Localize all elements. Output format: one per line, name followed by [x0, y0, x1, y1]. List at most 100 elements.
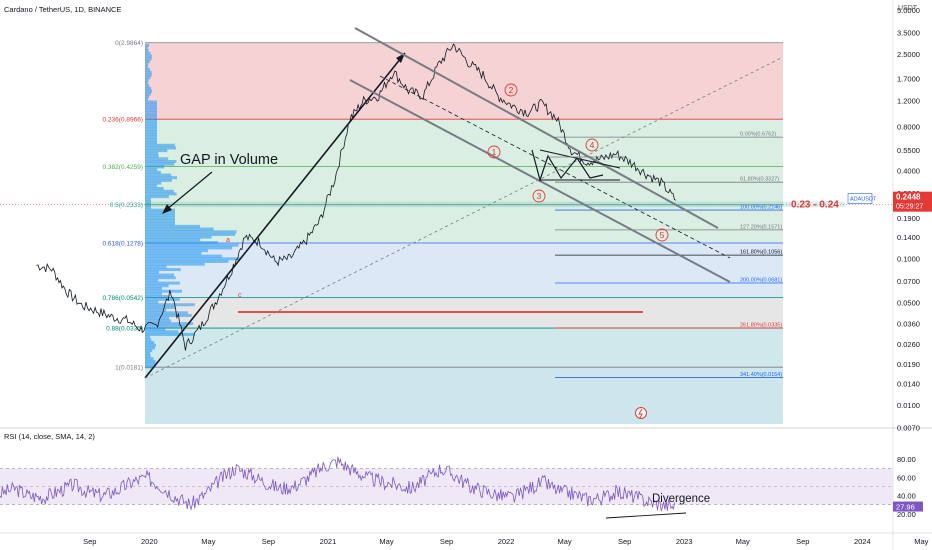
time-tick-label: Sep: [796, 537, 809, 546]
volume-profile-bar: [145, 349, 153, 353]
volume-profile-bar: [145, 127, 157, 131]
time-tick-label: Sep: [262, 537, 275, 546]
divergence-line: [605, 512, 687, 519]
volume-profile-bar: [145, 187, 164, 191]
wave-circle: [504, 83, 518, 97]
time-tick-label: May: [201, 537, 215, 546]
fib-level-label: 0(2.9864): [115, 40, 143, 47]
volume-profile-bar: [145, 62, 149, 66]
volume-profile-bar: [145, 49, 149, 53]
price-tag-value: 0.2448: [896, 193, 921, 202]
fib-extension-label: 200.00%(0.0681): [740, 277, 782, 283]
volume-profile-bar: [145, 232, 236, 236]
volume-profile-bar: [145, 170, 161, 174]
volume-profile-bar: [145, 195, 169, 199]
volume-profile-bar: [145, 89, 152, 93]
volume-profile-bar: [145, 262, 205, 266]
uptrend-arrowhead: [396, 53, 405, 63]
volume-profile-bar: [145, 346, 155, 350]
price-tick-label: 0.0100: [897, 401, 920, 410]
fib-level-label: 1(0.0181): [115, 365, 143, 372]
fib-level-label: 0.618(0.1278): [103, 240, 143, 247]
volume-profile-bar: [145, 238, 201, 242]
fib-level-label: 0.786(0.0542): [103, 295, 143, 302]
rsi-line: [0, 456, 676, 512]
time-tick-label: Sep: [618, 537, 631, 546]
uptrend-line: [144, 52, 406, 379]
volume-profile-bar: [145, 59, 150, 63]
fib-extension-label: 0.00%(0.6762): [740, 132, 776, 138]
fib-zone: [145, 367, 783, 424]
wave-label: 3: [537, 191, 542, 201]
volume-profile-bar: [145, 354, 151, 358]
volume-profile-bar: [145, 68, 150, 72]
fib-level-label: 0.382(0.4259): [103, 164, 143, 171]
time-tick-label: 2020: [141, 537, 158, 546]
price-tag-box: [893, 191, 932, 212]
volume-profile-bar: [145, 235, 212, 239]
volume-profile-bar: [145, 70, 152, 74]
volume-profile-bar: [145, 330, 179, 334]
volume-profile-bar: [145, 335, 151, 339]
price-tag-countdown: 05:29:27: [896, 204, 923, 211]
volume-profile-bar: [145, 122, 157, 126]
volume-profile-bar: [145, 95, 149, 99]
wave-circle: [532, 189, 546, 203]
volume-profile-bar: [145, 54, 152, 58]
time-tick-label: 2023: [676, 537, 693, 546]
volume-profile-bar: [145, 246, 233, 250]
lightning-icon-glyph: [638, 408, 643, 419]
rsi-panel: Divergence: [0, 456, 893, 519]
price-tick-label: 1.2000: [897, 97, 920, 106]
volume-profile-bar: [145, 332, 195, 336]
volume-profile-bar: [145, 132, 157, 136]
volume-profile-bar: [145, 87, 152, 91]
price-tick-label: 3.5000: [897, 29, 920, 38]
volume-profile-bar: [145, 168, 158, 172]
volume-profile-bar: [145, 130, 157, 134]
time-tick-label: 2024: [854, 537, 871, 546]
volume-profile-bar: [145, 257, 240, 261]
fib-zone: [145, 328, 783, 368]
fib-extension-label: 161.80%(0.1056): [740, 250, 782, 256]
volume-profile-bar: [145, 324, 186, 328]
time-tick-label: May: [914, 537, 928, 546]
volume-profile-bar: [145, 273, 174, 277]
volume-profile-bar: [145, 116, 157, 120]
fib-level-label: 0.88(0.0335): [106, 326, 143, 333]
fib-extension-label: 261.80%(0.0335): [740, 323, 782, 329]
price-tick-label: 0.1900: [897, 214, 920, 223]
volume-profile-bar: [145, 119, 157, 123]
volume-profile-bar: [145, 81, 149, 85]
volume-profile-bar: [145, 305, 176, 309]
volume-profile-bar: [145, 57, 152, 61]
volume-profile-bar: [145, 319, 172, 323]
volume-profile-bar: [145, 159, 177, 163]
volume-profile-bar: [145, 341, 155, 345]
volume-profile-bar: [145, 111, 157, 115]
volume-profile-bar: [145, 149, 168, 153]
volume-profile-bar: [145, 176, 177, 180]
volume-profile-bar: [145, 114, 157, 118]
volume-profile-bar: [145, 289, 182, 293]
fib-level-label: 0.236(0.8966): [103, 117, 143, 124]
pattern-label-c: c: [238, 292, 242, 299]
gap-arrow-line: [165, 171, 213, 211]
volume-profile-bar: [145, 259, 229, 263]
volume-profile-bar: [145, 65, 149, 69]
volume-profile-bar: [145, 200, 151, 204]
rsi-tick-label: 20.00: [897, 510, 916, 519]
volume-profile-bar: [145, 362, 156, 366]
volume-profile-bar: [145, 359, 156, 363]
volume-profile-bar: [145, 43, 150, 47]
fib-extension-label: 100.00%(0.2146): [740, 205, 782, 211]
wave-label: 1: [492, 147, 497, 157]
time-tick-label: Sep: [83, 537, 96, 546]
volume-profile-bar: [145, 192, 177, 196]
volume-profile-bar: [145, 157, 169, 161]
volume-profile-bar: [145, 338, 152, 342]
price-tick-label: 0.0360: [897, 319, 920, 328]
volume-profile-bar: [145, 205, 151, 209]
symbol-tag-text: ADAUSDT: [850, 197, 877, 203]
volume-profile-bar: [145, 108, 157, 112]
